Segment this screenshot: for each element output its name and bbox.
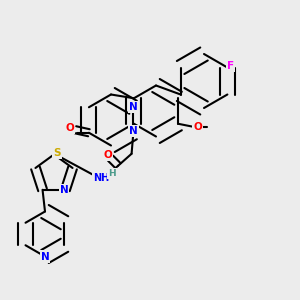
Text: O: O xyxy=(103,150,112,160)
Text: O: O xyxy=(193,122,202,132)
Text: S: S xyxy=(53,148,61,158)
Text: N: N xyxy=(129,126,137,136)
Text: N: N xyxy=(40,251,50,262)
Text: O: O xyxy=(65,123,74,133)
Text: H: H xyxy=(108,169,116,178)
Text: F: F xyxy=(227,61,234,71)
Text: N: N xyxy=(129,102,137,112)
Text: N: N xyxy=(60,185,68,195)
Text: NH: NH xyxy=(94,173,110,183)
